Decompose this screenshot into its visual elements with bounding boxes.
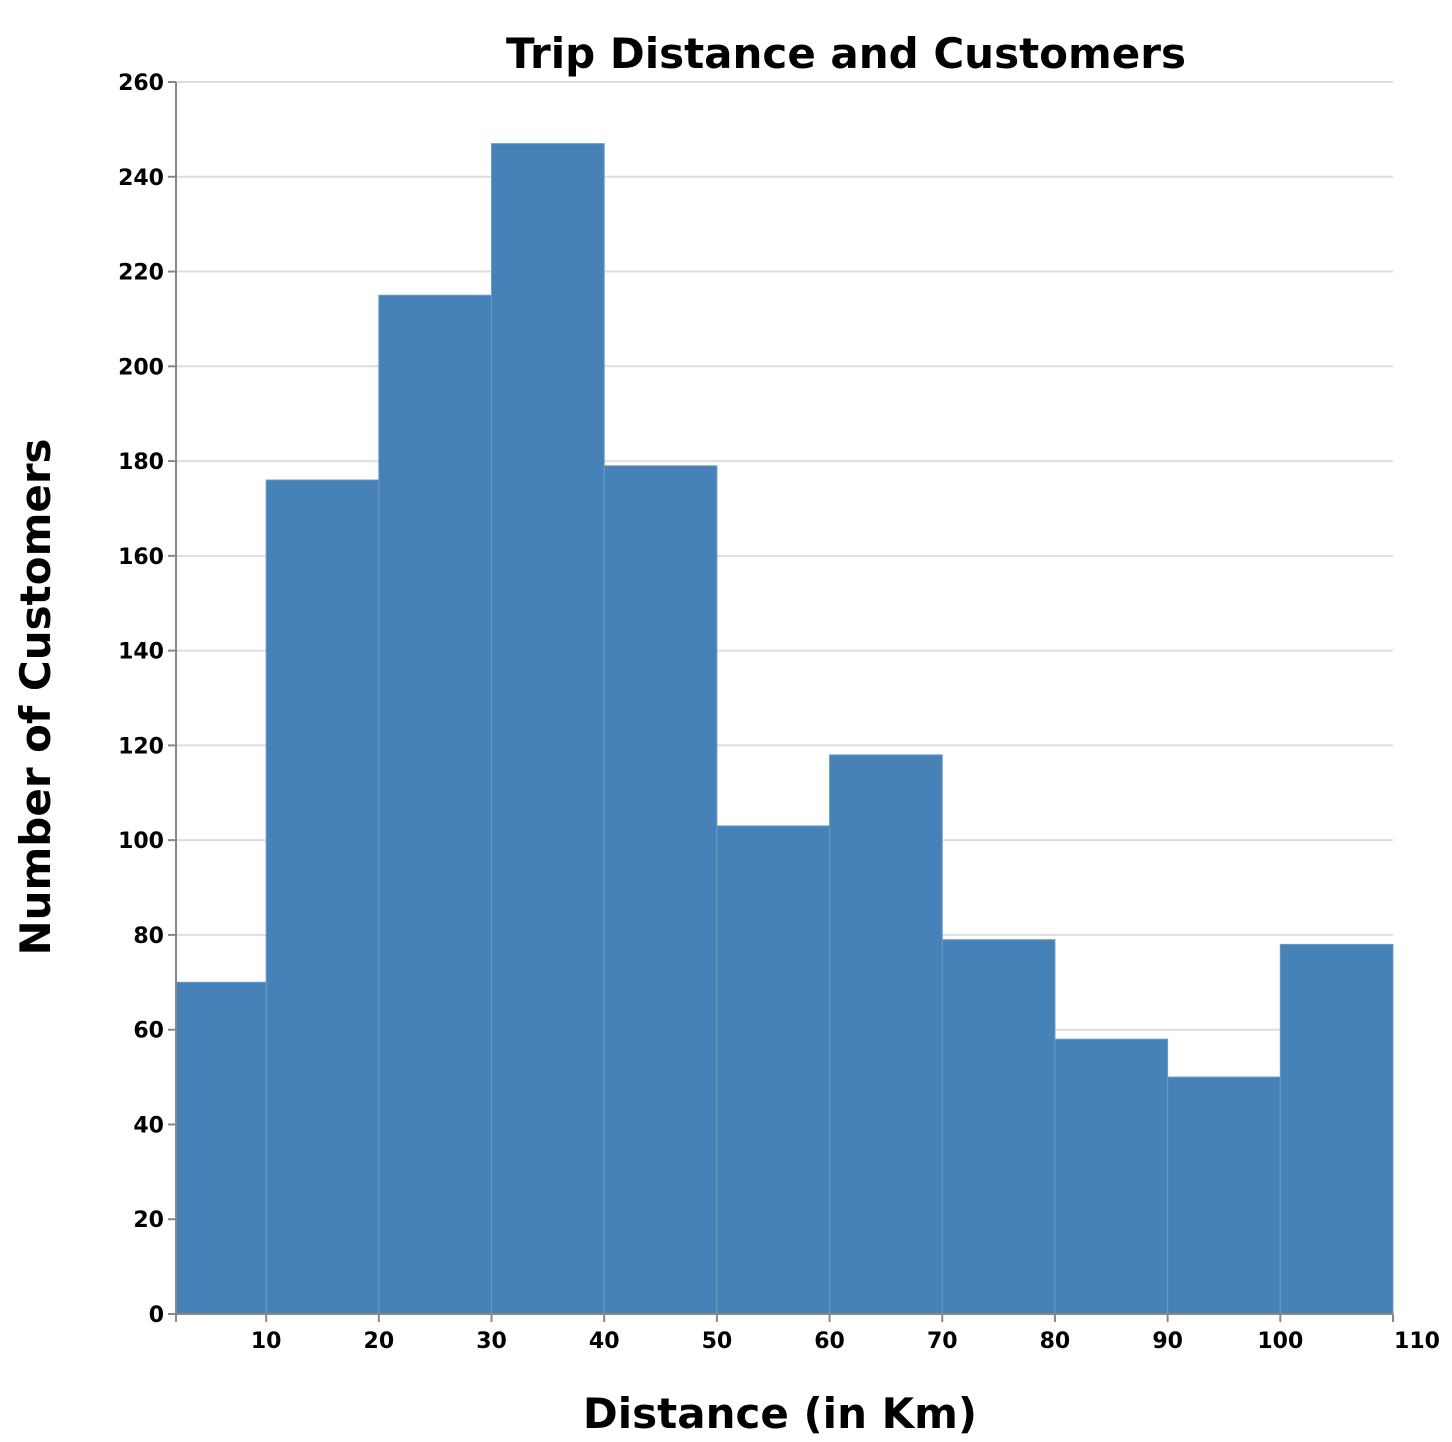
- x-axis-title: Distance (in Km): [583, 1389, 977, 1438]
- histogram-bar-9: [1167, 1076, 1281, 1315]
- y-axis-title: Number of Customers: [11, 438, 60, 955]
- x-tick-label-10: 110: [1394, 1329, 1440, 1354]
- y-tick-label-13: 260: [118, 71, 164, 96]
- y-tick-label-4: 80: [133, 924, 164, 949]
- histogram-bar-4: [603, 465, 718, 1315]
- x-tick-label-7: 80: [1040, 1329, 1071, 1354]
- histogram-bar-10: [1279, 943, 1394, 1315]
- y-tick-label-9: 180: [118, 450, 164, 475]
- histogram-bar-6: [829, 754, 943, 1315]
- y-tick-label-10: 200: [118, 355, 164, 380]
- x-tick-label-2: 30: [476, 1329, 507, 1354]
- histogram-bar-8: [1054, 1038, 1169, 1315]
- y-tick-label-1: 20: [133, 1208, 164, 1233]
- histogram-bar-3: [491, 143, 605, 1315]
- histogram-bar-0: [175, 981, 267, 1315]
- x-tick-label-4: 50: [702, 1329, 733, 1354]
- y-tick-label-11: 220: [118, 261, 164, 286]
- x-tick-label-0: 10: [251, 1329, 282, 1354]
- y-tick-label-6: 120: [118, 734, 164, 759]
- x-tick-label-6: 70: [927, 1329, 958, 1354]
- y-tick-label-2: 40: [133, 1113, 164, 1138]
- histogram-bar-1: [265, 479, 380, 1315]
- y-tick-label-3: 60: [133, 1019, 164, 1044]
- histogram-bar-2: [378, 294, 493, 1315]
- y-tick-label-5: 100: [118, 829, 164, 854]
- y-tick-label-8: 160: [118, 545, 164, 570]
- x-tick-label-1: 20: [364, 1329, 395, 1354]
- histogram-bar-7: [941, 939, 1056, 1315]
- x-tick-label-3: 40: [589, 1329, 620, 1354]
- x-tick-label-9: 100: [1257, 1329, 1303, 1354]
- x-axis-ticks: 10 20 30 40 50 60 70 80 90 100 110: [175, 1314, 1440, 1354]
- y-axis-ticks: 0 20 40 60 80 100 120 140 160 180 200 220 240 260: [118, 71, 176, 1328]
- x-tick-label-8: 90: [1152, 1329, 1183, 1354]
- chart-title: Trip Distance and Customers: [506, 29, 1186, 78]
- x-tick-label-5: 60: [814, 1329, 845, 1354]
- y-tick-label-12: 240: [118, 166, 164, 191]
- y-tick-label-0: 0: [149, 1303, 164, 1328]
- y-tick-label-7: 140: [118, 640, 164, 665]
- histogram-bar-5: [716, 825, 831, 1315]
- bars: [175, 143, 1394, 1315]
